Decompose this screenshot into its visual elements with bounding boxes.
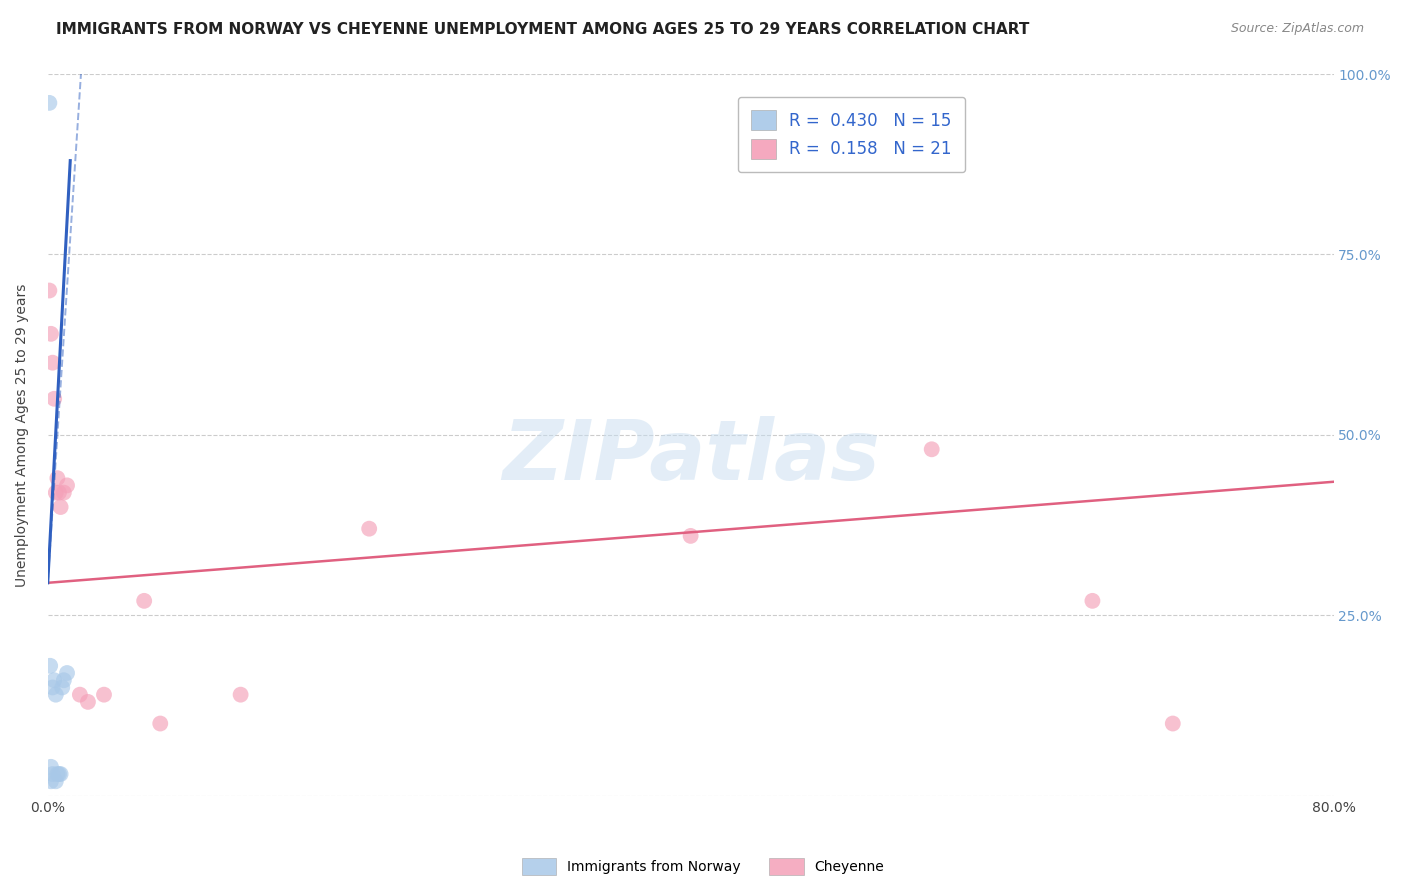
Point [45,774,67,789]
Y-axis label: Unemployment Among Ages 25 to 29 years: Unemployment Among Ages 25 to 29 years [15,283,30,587]
Point [38,284,60,298]
Point [49,767,72,781]
Point [46,471,69,485]
Point [1081,594,1104,608]
Point [51,681,73,695]
Point [44,392,66,406]
Text: ZIPatlas: ZIPatlas [502,416,880,497]
Point [229,688,252,702]
Point [45,485,67,500]
Point [41,356,63,370]
Point [359,522,381,536]
Point [39,326,62,341]
Point [56,478,79,492]
Text: IMMIGRANTS FROM NORWAY VS CHEYENNE UNEMPLOYMENT AMONG AGES 25 TO 29 YEARS CORREL: IMMIGRANTS FROM NORWAY VS CHEYENNE UNEMP… [56,22,1029,37]
Point [39,774,62,789]
Point [77,695,100,709]
Point [39,760,62,774]
Point [44,673,66,688]
Point [41,767,63,781]
Point [48,767,70,781]
Point [52,485,75,500]
Point [679,529,702,543]
Point [69,688,91,702]
Legend: R =  0.430   N = 15, R =  0.158   N = 21: R = 0.430 N = 15, R = 0.158 N = 21 [738,97,965,172]
Point [134,594,156,608]
Point [1161,716,1184,731]
Point [39,658,62,673]
Point [56,665,79,680]
Point [48,485,70,500]
Point [149,716,172,731]
Point [46,767,69,781]
Point [52,673,75,688]
Legend: Immigrants from Norway, Cheyenne: Immigrants from Norway, Cheyenne [516,853,890,880]
Point [38,95,60,110]
Text: Source: ZipAtlas.com: Source: ZipAtlas.com [1230,22,1364,36]
Point [45,688,67,702]
Point [921,442,943,457]
Point [41,681,63,695]
Point [93,688,115,702]
Point [49,500,72,514]
